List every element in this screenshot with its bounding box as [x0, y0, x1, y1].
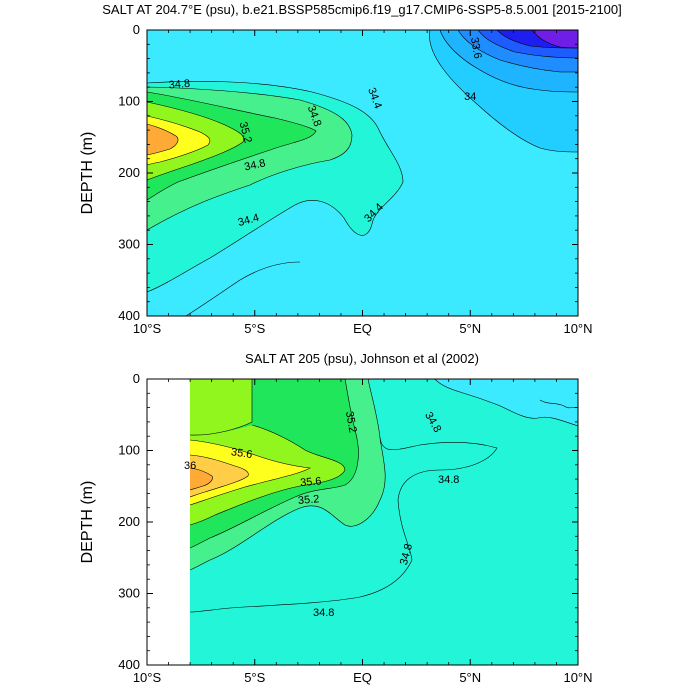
contour-line [147, 123, 179, 156]
contour-line [429, 30, 578, 153]
contour-label: 34.8 [313, 607, 334, 619]
contour-label: 33.6 [468, 36, 484, 59]
contour-line [147, 81, 404, 293]
panel-title: SALT AT 204.7°E (psu), b.e21.BSSP585cmip… [102, 2, 622, 17]
contour-line [457, 30, 578, 73]
contour-line [477, 30, 578, 59]
axes: 10°S 5°S EQ 5°N 10°N 0 100 200 300 400 [118, 371, 592, 685]
contour-fill-lime [190, 379, 252, 436]
contour-line [147, 91, 317, 201]
contour-line [539, 399, 578, 409]
contour-lines [147, 30, 578, 316]
contour-line [189, 379, 253, 436]
contour-label: 34.8 [243, 157, 266, 173]
contour-label: 34.8 [438, 474, 459, 486]
contour-fill-yellow [190, 440, 310, 505]
filled-contours [147, 30, 578, 316]
contour-line [189, 439, 311, 506]
y-tick-label: 300 [118, 586, 140, 601]
contour-line [147, 101, 245, 181]
contour-line [189, 437, 386, 571]
y-axis-label: DEPTH (m) [79, 481, 96, 564]
contour-label: 35.6 [300, 475, 322, 489]
contour-label: 34 [464, 91, 476, 103]
x-tick-label: 10°N [563, 670, 592, 685]
contour-line [185, 261, 301, 316]
panel-title: SALT AT 205 (psu), Johnson et al (2002) [245, 351, 479, 366]
contour-line [147, 86, 353, 231]
contour-label: 35.2 [298, 493, 320, 507]
contour-fill-cyan [435, 379, 578, 426]
contour-line [189, 467, 213, 491]
x-tick-label: EQ [353, 321, 372, 336]
x-tick-label: 5°N [459, 321, 481, 336]
x-tick-label: 10°S [133, 670, 162, 685]
contour-line [189, 454, 249, 498]
x-tick-label: 5°S [244, 321, 265, 336]
contour-line [496, 30, 578, 49]
contour-label: 34.8 [168, 78, 190, 92]
contour-fill-orange [190, 468, 213, 490]
contour-line [189, 424, 346, 526]
x-tick-label: 10°S [133, 321, 162, 336]
y-tick-label: 0 [133, 371, 140, 386]
contour-fill-yellow [147, 116, 210, 165]
y-tick-label: 300 [118, 237, 140, 252]
contour-line [439, 30, 578, 93]
contour-fill-purple [532, 30, 578, 48]
y-tick-label: 100 [118, 94, 140, 109]
contour-line [189, 379, 359, 549]
contour-label: 35.6 [230, 446, 253, 461]
contour-label: 35.2 [237, 121, 254, 145]
x-tick-label: 5°S [244, 670, 265, 685]
y-tick-label: 200 [118, 165, 140, 180]
y-tick-label: 400 [118, 657, 140, 672]
contour-line [531, 30, 578, 49]
panel-observed: SALT AT 205 (psu), Johnson et al (2002) [79, 351, 593, 685]
y-tick-label: 200 [118, 514, 140, 529]
contour-fill-orange [147, 124, 178, 155]
contour-line [147, 115, 211, 166]
contour-label: 34.8 [398, 543, 415, 567]
y-axis-label: DEPTH (m) [79, 132, 96, 215]
y-tick-label: 0 [133, 22, 140, 37]
axes: 10°S 5°S EQ 5°N 10°N 0 100 200 300 400 [118, 22, 592, 336]
x-tick-label: 10°N [563, 321, 592, 336]
filled-contours [190, 379, 578, 665]
y-tick-label: 400 [118, 308, 140, 323]
y-tick-label: 100 [118, 443, 140, 458]
contour-label: 36 [184, 460, 196, 472]
panel-model: SALT AT 204.7°E (psu), b.e21.BSSP585cmip… [79, 2, 622, 336]
x-tick-label: 5°N [459, 670, 481, 685]
x-tick-label: EQ [353, 670, 372, 685]
contour-label: 35.2 [343, 410, 359, 433]
contour-label: 34.4 [237, 212, 261, 229]
contour-fill-orange-light [190, 455, 249, 497]
contour-line [434, 379, 578, 427]
